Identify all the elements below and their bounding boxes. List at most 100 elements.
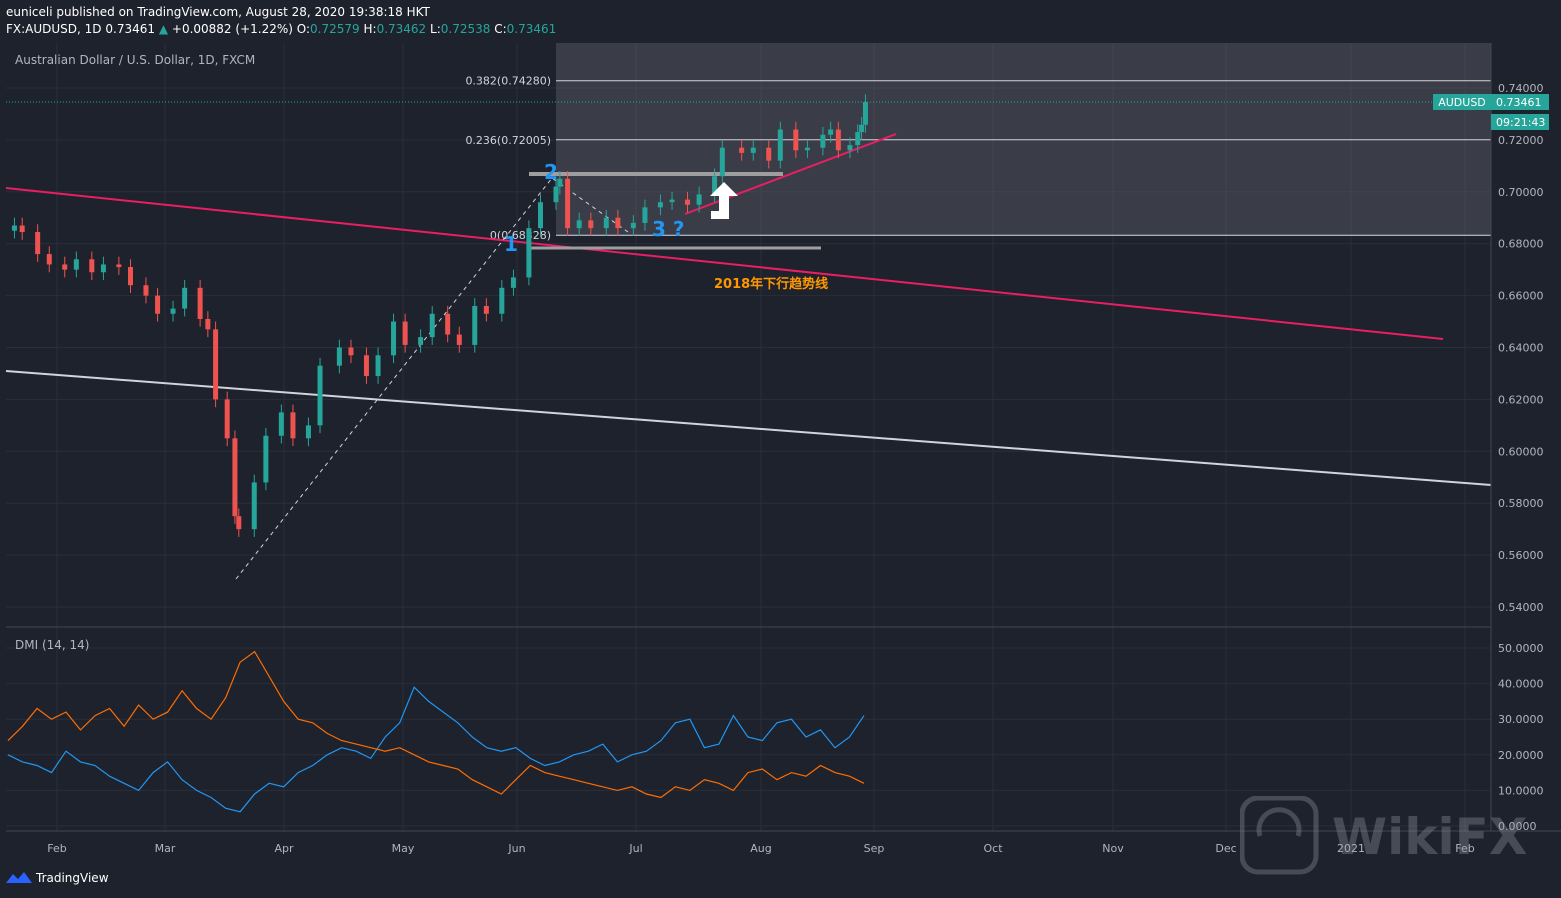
candle-body	[642, 207, 648, 223]
last-price: 0.73461	[105, 22, 155, 36]
candle-body	[348, 347, 354, 356]
candle-body	[828, 129, 834, 135]
candle-body	[630, 222, 636, 229]
candle-body	[278, 412, 284, 436]
price-tick-label: 0.54000	[1498, 601, 1544, 614]
candle-body	[290, 412, 296, 439]
candle-body	[143, 285, 149, 296]
time-tick-label: Jul	[628, 842, 642, 855]
dmi-pane[interactable]	[6, 627, 1491, 831]
candle-body	[236, 516, 242, 530]
candles	[11, 94, 868, 537]
high-value: 0.73462	[376, 22, 427, 36]
price-tick-label: 0.62000	[1498, 393, 1544, 406]
time-axis[interactable]: Feb Mar Apr May Jun Jul Aug Sep Oct Nov Dec 2021 Feb	[47, 842, 1474, 855]
time-tick-label: 2021	[1337, 842, 1365, 855]
candle-body	[213, 329, 219, 400]
countdown-tag	[1491, 114, 1549, 130]
arrow-up-icon	[710, 182, 738, 219]
candle-body	[375, 355, 381, 377]
price-tick-label: 0.60000	[1498, 445, 1544, 458]
candle-body	[750, 147, 756, 153]
time-tick-label: May	[392, 842, 415, 855]
candle-body	[155, 295, 161, 314]
countdown-value: 09:21:43	[1496, 116, 1545, 129]
open-value: 0.72579	[310, 22, 360, 36]
candle-body	[777, 129, 783, 161]
candle-body	[116, 264, 122, 268]
candle-body	[483, 305, 489, 314]
downtrend-line-2018[interactable]	[5, 187, 1444, 340]
dmi-axis[interactable]: 50.0000 40.0000 30.0000 20.0000 10.0000 0.000…	[1498, 642, 1544, 833]
dmi-tick-label: 40.0000	[1498, 678, 1544, 691]
candle-body	[615, 217, 621, 229]
close-value: 0.73461	[506, 22, 557, 36]
fib-label: 0(0.68328)	[490, 229, 551, 242]
footer-brand: TradingView	[36, 871, 109, 885]
candle-body	[526, 228, 532, 278]
candle-body	[739, 147, 745, 153]
candle-body	[197, 287, 203, 319]
candle-body	[588, 220, 594, 229]
low-value: 0.72538	[440, 22, 491, 36]
candle-body	[391, 321, 397, 356]
wikifx-watermark: WikiFX	[1240, 796, 1527, 875]
candle-body	[224, 399, 230, 439]
dmi-tick-label: 20.0000	[1498, 749, 1544, 762]
candle-body	[696, 194, 702, 205]
candle-body	[418, 337, 424, 345]
candle-body	[336, 347, 342, 366]
candle-body	[232, 438, 238, 517]
candle-body	[100, 264, 106, 273]
high-label: H:	[363, 22, 377, 36]
time-tick-label: Feb	[47, 842, 66, 855]
candle-body	[712, 176, 718, 195]
candle-body	[11, 225, 17, 231]
tradingview-footer[interactable]: TradingView	[6, 871, 109, 885]
candle-body	[263, 435, 269, 483]
price-tag-value: 0.73461	[1496, 96, 1542, 109]
candle-body	[576, 220, 582, 229]
price-axis[interactable]: 0.74000 0.72000 0.70000 0.68000 0.66000 0.640…	[1498, 82, 1544, 614]
candle-body	[499, 287, 505, 314]
candle-body	[553, 186, 559, 203]
candle-body	[862, 102, 868, 125]
candle-body	[669, 199, 675, 203]
watermark-text: WikiFX	[1332, 808, 1527, 866]
candle-body	[89, 259, 95, 273]
dmi-pane-title: DMI (14, 14)	[15, 638, 89, 652]
tradingview-logo-icon	[6, 872, 32, 883]
price-tick-label: 0.64000	[1498, 342, 1544, 355]
wave-label-1: 1	[504, 232, 518, 256]
price-tick-label: 0.66000	[1498, 290, 1544, 303]
dmi-tick-label: 50.0000	[1498, 642, 1544, 655]
change-value: +0.00882 (+1.22%)	[171, 22, 293, 36]
candle-body	[766, 147, 772, 161]
long-term-trend-line[interactable]	[5, 370, 1492, 486]
fib-levels: 0.382(0.74280) 0.236(0.72005) 0(0.68328)	[465, 75, 1491, 242]
close-label: C:	[494, 22, 507, 36]
candle-body	[685, 199, 691, 205]
candle-body	[363, 355, 369, 377]
candle-body	[19, 225, 25, 233]
price-tick-label: 0.58000	[1498, 497, 1544, 510]
dmi-tick-label: 0.0000	[1498, 820, 1537, 833]
main-pane-title: Australian Dollar / U.S. Dollar, 1D, FXC…	[15, 53, 255, 67]
price-tag	[1491, 94, 1549, 110]
time-tick-label: Sep	[864, 842, 885, 855]
wave-label-3: 3 ?	[652, 217, 684, 241]
symbol-label: FX:AUDUSD, 1D	[6, 22, 102, 36]
candle-body	[719, 147, 725, 177]
candle-body	[402, 321, 408, 345]
time-tick-label: Oct	[983, 842, 1003, 855]
candle-body	[317, 365, 323, 426]
downtrend-annotation: 2018年下行趋势线	[714, 276, 828, 292]
candle-body	[804, 147, 810, 151]
candle-body	[657, 202, 663, 208]
candle-body	[127, 267, 133, 286]
time-tick-label: Jun	[507, 842, 525, 855]
candle-body	[565, 178, 571, 229]
candle-body	[557, 178, 563, 187]
dmi-tick-label: 10.0000	[1498, 784, 1544, 797]
